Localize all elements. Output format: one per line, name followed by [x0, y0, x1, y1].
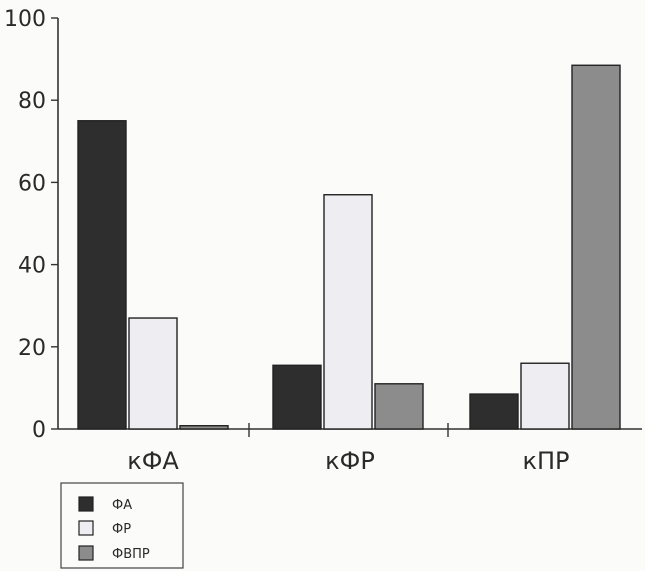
legend-swatch-ФА	[78, 496, 94, 512]
y-tick-label: 100	[4, 7, 46, 32]
bar-ФВПР-кФР	[374, 383, 424, 430]
x-tick-label: кФА	[127, 447, 179, 475]
y-tick-label: 20	[18, 336, 46, 361]
bar-ФР-кПР	[520, 362, 570, 430]
y-tick-label: 80	[18, 89, 46, 114]
y-tick-label: 40	[18, 254, 46, 279]
y-tick-label: 60	[18, 171, 46, 196]
legend-label: ФР	[112, 522, 131, 537]
legend-box	[60, 482, 184, 569]
legend-swatch-ФВПР	[78, 545, 94, 561]
bar-ФА-кПР	[469, 393, 519, 430]
bar-ФА-кФР	[272, 364, 322, 430]
legend-label: ФА	[112, 498, 132, 513]
x-tick-label: кФР	[325, 447, 375, 475]
legend-swatch-ФР	[78, 520, 94, 536]
bar-ФВПР-кФА	[179, 425, 229, 430]
axis-labels: 0 20 40 60 80 100 кФА кФР кПР	[4, 7, 570, 475]
y-tick-label: 0	[32, 418, 46, 443]
bar-ФА-кФА	[77, 120, 127, 430]
legend: ФА ФР ФВПР	[60, 482, 184, 569]
bar-ФВПР-кПР	[571, 64, 621, 430]
legend-label: ФВПР	[112, 547, 150, 562]
bars	[77, 64, 621, 430]
bar-ФР-кФР	[323, 194, 373, 430]
x-tick-label: кПР	[522, 447, 569, 475]
bar-ФР-кФА	[128, 317, 178, 430]
